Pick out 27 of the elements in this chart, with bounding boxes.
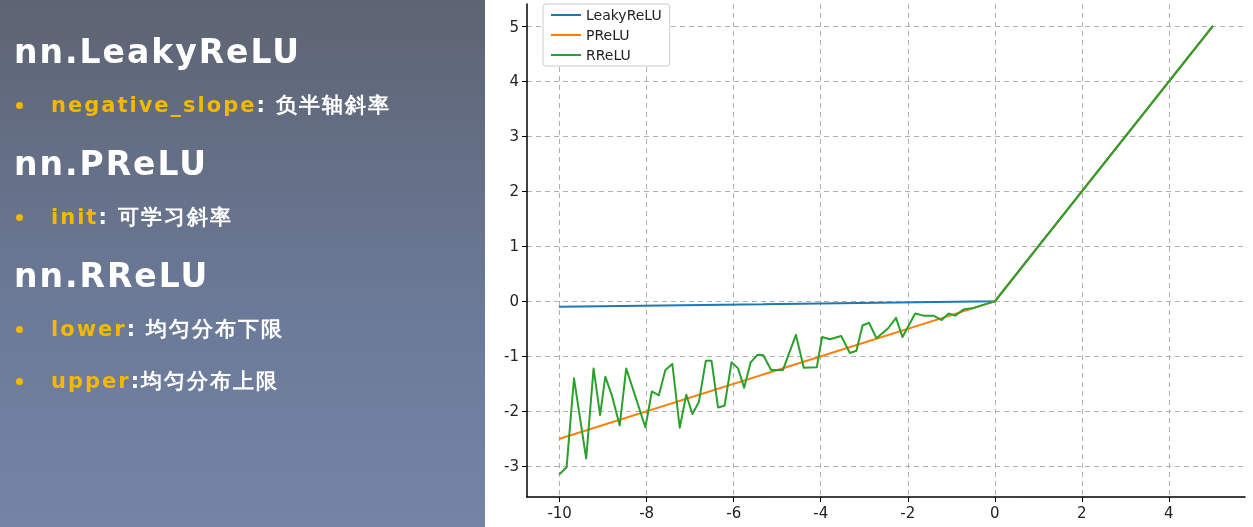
x-tick-label: 2 bbox=[1077, 503, 1087, 522]
y-tick-label: -1 bbox=[504, 347, 519, 366]
y-tick-label: 3 bbox=[509, 127, 519, 146]
legend-label: PReLU bbox=[586, 27, 630, 43]
x-tick-label: -2 bbox=[900, 503, 916, 522]
text: upper:均匀分布上限 bbox=[51, 368, 280, 395]
y-tick-label: 0 bbox=[509, 292, 519, 311]
x-tick-label: 0 bbox=[990, 503, 1000, 522]
text: init: 可学习斜率 bbox=[51, 204, 234, 231]
text: lower: 均匀分布下限 bbox=[51, 316, 285, 343]
x-tick-label: -4 bbox=[813, 503, 829, 522]
y-tick-label: 2 bbox=[509, 182, 519, 201]
y-tick-label: -2 bbox=[504, 402, 519, 421]
y-tick-label: 1 bbox=[509, 237, 519, 256]
text: nn.PReLU bbox=[14, 143, 210, 185]
x-tick-label: -6 bbox=[726, 503, 742, 522]
text: negative_slope: 负半轴斜率 bbox=[51, 92, 392, 119]
legend-label: LeakyReLU bbox=[586, 7, 662, 23]
text: nn.LeakyReLU bbox=[14, 31, 303, 73]
y-tick-label: 5 bbox=[509, 17, 519, 36]
text: nn.RReLU bbox=[14, 255, 211, 297]
x-tick-label: -10 bbox=[547, 503, 572, 522]
legend-label: RReLU bbox=[586, 47, 631, 63]
x-tick-label: 4 bbox=[1164, 503, 1174, 522]
y-tick-label: 4 bbox=[509, 72, 519, 91]
y-tick-label: -3 bbox=[504, 457, 519, 476]
x-tick-label: -8 bbox=[639, 503, 655, 522]
